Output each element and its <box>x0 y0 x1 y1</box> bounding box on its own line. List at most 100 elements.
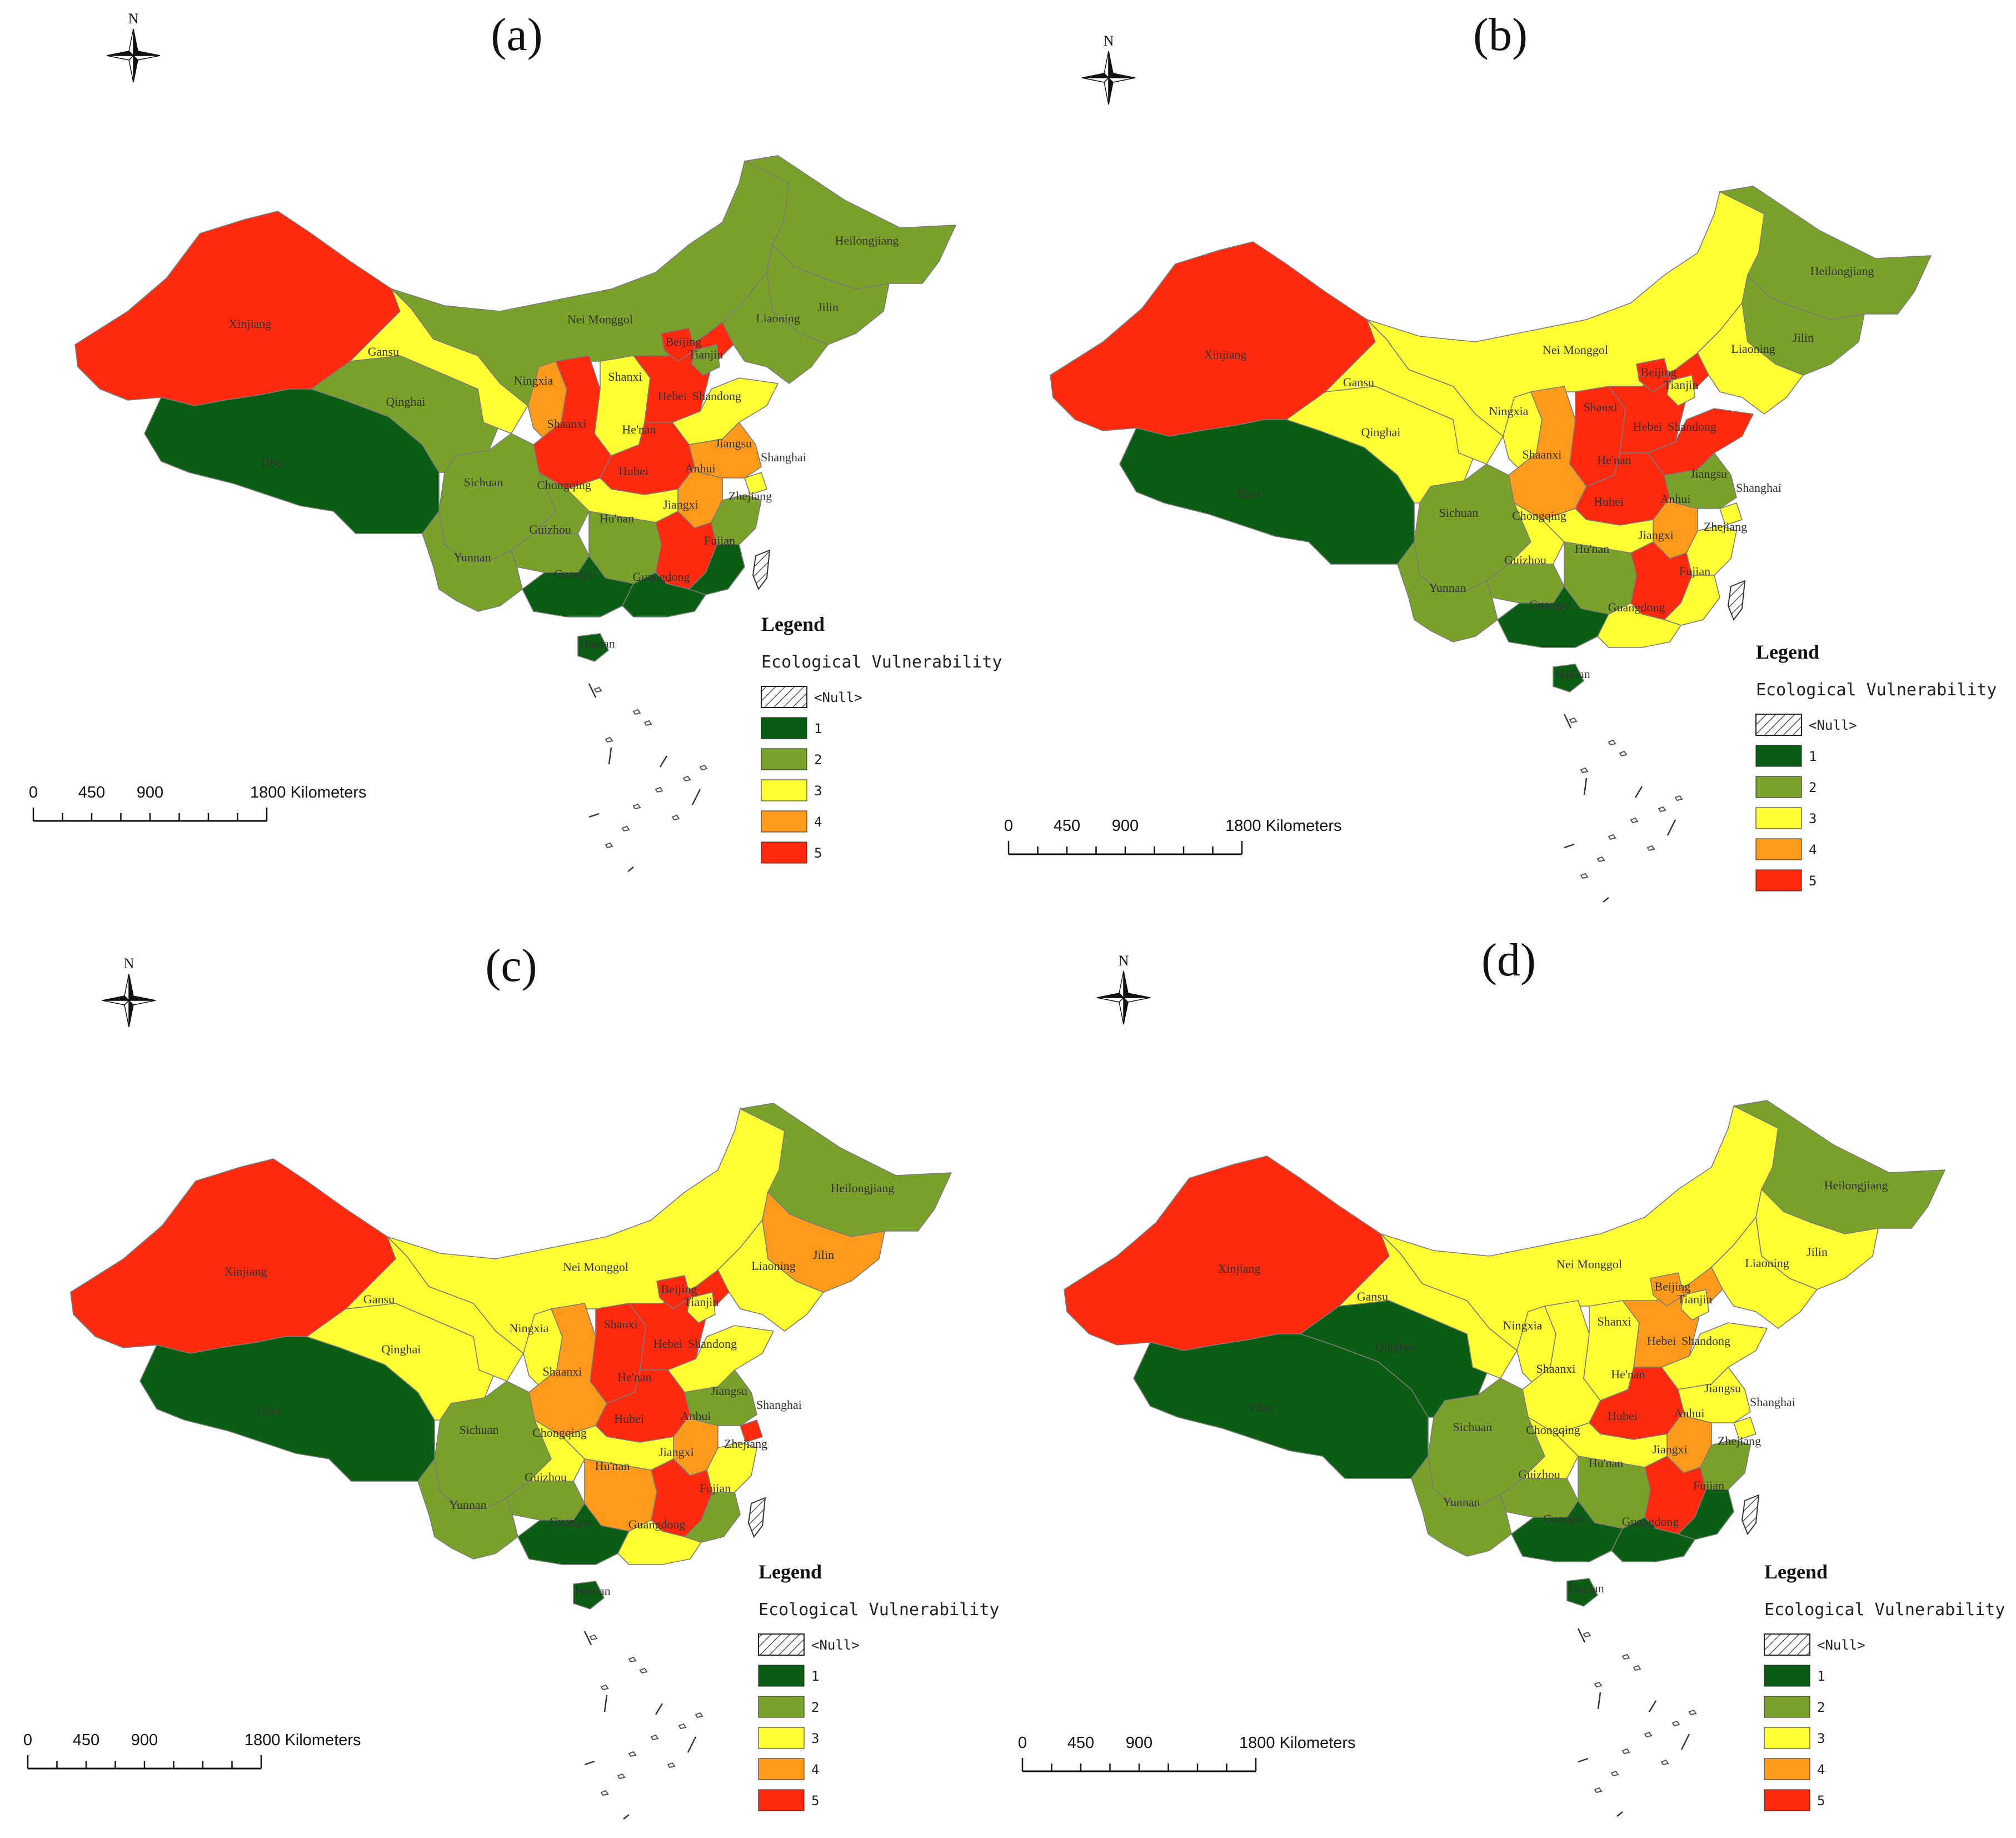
scale-tick-label: 450 <box>78 784 105 801</box>
province-label: Hu'nan <box>600 511 635 525</box>
province-label: Yunnan <box>449 1498 486 1512</box>
compass-point <box>1081 73 1110 78</box>
province-label: Hubei <box>1608 1409 1638 1423</box>
nine-dash-segment <box>1648 1700 1657 1712</box>
province-label: Shaanxi <box>543 1364 582 1378</box>
province-shanghai <box>1719 502 1743 526</box>
north-label: N <box>1119 953 1129 969</box>
nine-dash-segment <box>588 683 597 698</box>
island <box>628 1656 637 1663</box>
province-liaoning <box>1697 302 1804 415</box>
province-label: Ningxia <box>514 373 553 387</box>
province-label: Shanxi <box>1597 1314 1631 1328</box>
province-label: Tianjin <box>1678 1292 1713 1306</box>
province-label: Tibet <box>1249 1401 1274 1414</box>
province-label: Chongqing <box>532 1426 587 1439</box>
island <box>605 736 613 743</box>
island <box>593 686 602 693</box>
province-label: Nei Monggol <box>567 312 633 326</box>
province-beijing <box>1636 358 1670 392</box>
legend-swatch-2 <box>761 748 807 770</box>
compass-point <box>1107 77 1136 83</box>
legend-subtitle: Ecological Vulnerability <box>1756 680 1997 700</box>
province-label: Tibet <box>1235 486 1260 500</box>
province-label: Beijing <box>666 335 702 348</box>
legend-null-swatch <box>758 1633 805 1656</box>
nine-dash-segment <box>659 755 668 768</box>
province-label: Liaoning <box>1731 342 1775 356</box>
scale-end-label: 1800 Kilometers <box>1225 817 1342 835</box>
island <box>1658 806 1666 813</box>
panel-title: (d) <box>1481 934 1536 986</box>
island <box>667 1762 676 1769</box>
island <box>1608 739 1616 746</box>
island <box>678 1723 687 1730</box>
province-liaoning <box>717 1219 824 1332</box>
province-label: Zhejiang <box>724 1437 767 1451</box>
island <box>655 786 663 793</box>
legend-null-swatch <box>1764 1633 1810 1656</box>
province-label: Qinghai <box>1361 425 1401 439</box>
legend-swatch-3 <box>1755 807 1802 829</box>
province-label: Hainan <box>580 636 615 650</box>
scale-tick-label: 0 <box>29 784 38 801</box>
province-shanghai <box>1733 1417 1756 1440</box>
nine-dash-segment <box>1603 897 1609 903</box>
legend-swatch-1 <box>1764 1665 1810 1687</box>
province-label: Shanghai <box>1736 481 1782 495</box>
province-shanghai <box>744 472 767 495</box>
nine-dash-segment <box>1583 778 1588 795</box>
legend-swatch-3 <box>758 1727 805 1749</box>
legend-class-label: 2 <box>1809 780 1817 795</box>
province-label: Beijing <box>661 1282 697 1296</box>
province-guangdong <box>617 1520 702 1565</box>
island <box>695 1712 703 1719</box>
province-label: Shanxi <box>603 1317 637 1331</box>
province-label: Hainan <box>1555 667 1590 681</box>
legend-class-label: 1 <box>814 721 822 736</box>
province-label: Nei Monggol <box>1556 1257 1622 1271</box>
province-label: Ningxia <box>1489 404 1529 418</box>
scale-tick-label: 900 <box>1112 817 1139 835</box>
legend-swatch-1 <box>758 1665 805 1687</box>
island <box>1594 1787 1603 1794</box>
province-label: Gansu <box>363 1292 395 1306</box>
province-label: Sichuan <box>464 475 503 489</box>
province-label: Chongqing <box>1526 1423 1580 1437</box>
legend-class-label: 1 <box>1817 1668 1825 1684</box>
province-label: Shandong <box>688 1337 737 1351</box>
province-label: Jilin <box>817 300 839 314</box>
island <box>1619 750 1628 757</box>
province-label: Fujian <box>1693 1478 1724 1492</box>
island <box>682 775 691 782</box>
compass-point <box>128 995 156 1001</box>
legend-title: Legend <box>1764 1561 1828 1583</box>
province-label: Jilin <box>1793 331 1814 345</box>
compass-point <box>102 995 130 1001</box>
island <box>639 1667 648 1674</box>
nine-dash-segment <box>1563 714 1572 729</box>
province-label: Heilongjiang <box>835 233 899 247</box>
province-label: Qinghai <box>1375 1339 1415 1353</box>
province-label: Xinjiang <box>229 317 272 331</box>
province-label: Nei Monggol <box>1543 343 1608 357</box>
legend-swatch-5 <box>1755 869 1802 891</box>
legend-swatch-1 <box>1755 745 1802 767</box>
nine-dash-segment <box>1634 786 1643 798</box>
province-label: Guangdong <box>633 570 690 584</box>
north-label: N <box>128 11 139 27</box>
island <box>1596 856 1605 863</box>
legend-class-label: 3 <box>1809 811 1817 826</box>
legend-null-label: <Null> <box>1809 718 1857 733</box>
island <box>1608 834 1616 840</box>
compass-point <box>106 55 134 61</box>
province-label: Ningxia <box>510 1321 549 1335</box>
legend-class-label: 1 <box>1809 749 1817 764</box>
legend-swatch-4 <box>1764 1758 1810 1780</box>
province-label: Guizhou <box>1518 1467 1560 1481</box>
province-label: Yunnan <box>453 550 491 564</box>
island <box>671 814 680 821</box>
province-label: Guizhou <box>1504 553 1546 567</box>
province-label: Hainan <box>1569 1581 1604 1595</box>
